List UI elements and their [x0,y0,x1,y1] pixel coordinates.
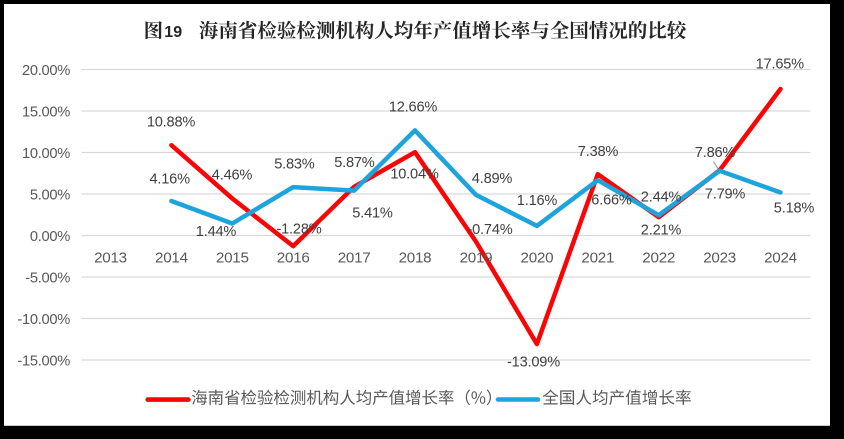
svg-text:17.65%: 17.65% [756,57,805,73]
svg-text:-5.00%: -5.00% [25,271,70,287]
svg-text:1.16%: 1.16% [517,193,558,209]
svg-text:7.38%: 7.38% [578,144,619,160]
svg-text:6.66%: 6.66% [591,193,632,209]
svg-text:10.04%: 10.04% [390,167,439,183]
svg-text:2.44%: 2.44% [641,190,682,206]
svg-text:5.18%: 5.18% [774,201,815,217]
svg-text:2022: 2022 [642,250,675,267]
svg-text:2020: 2020 [521,250,554,267]
svg-text:2018: 2018 [399,250,432,267]
svg-text:2014: 2014 [155,250,188,267]
svg-text:-1.28%: -1.28% [276,222,321,238]
svg-text:20.00%: 20.00% [22,63,70,79]
svg-text:1.44%: 1.44% [196,224,237,240]
svg-text:2017: 2017 [338,250,371,267]
svg-text:10.00%: 10.00% [22,146,70,162]
svg-text:10.88%: 10.88% [147,115,196,131]
svg-text:5.00%: 5.00% [30,188,70,204]
svg-text:12.66%: 12.66% [389,100,438,116]
svg-text:2015: 2015 [216,250,249,267]
svg-text:15.00%: 15.00% [22,105,70,121]
svg-text:-10.00%: -10.00% [17,312,70,328]
svg-text:2023: 2023 [703,250,736,267]
svg-text:-13.09%: -13.09% [507,355,560,371]
svg-text:2013: 2013 [94,250,127,267]
svg-text:-15.00%: -15.00% [17,354,70,370]
svg-text:7.79%: 7.79% [705,187,746,203]
svg-text:-0.74%: -0.74% [467,222,512,238]
svg-text:19: 19 [164,24,182,41]
svg-text:4.46%: 4.46% [212,168,253,184]
svg-text:0.00%: 0.00% [30,229,70,245]
svg-text:7.86%: 7.86% [695,145,736,161]
svg-text:5.87%: 5.87% [334,155,375,171]
svg-text:5.41%: 5.41% [352,205,393,221]
svg-text:4.16%: 4.16% [150,171,191,187]
svg-text:2024: 2024 [764,250,797,267]
svg-text:2021: 2021 [581,250,614,267]
svg-text:4.89%: 4.89% [472,171,513,187]
svg-text:2016: 2016 [277,250,310,267]
svg-text:5.83%: 5.83% [274,157,315,173]
svg-text:2019: 2019 [460,250,493,267]
svg-text:2.21%: 2.21% [641,223,682,239]
